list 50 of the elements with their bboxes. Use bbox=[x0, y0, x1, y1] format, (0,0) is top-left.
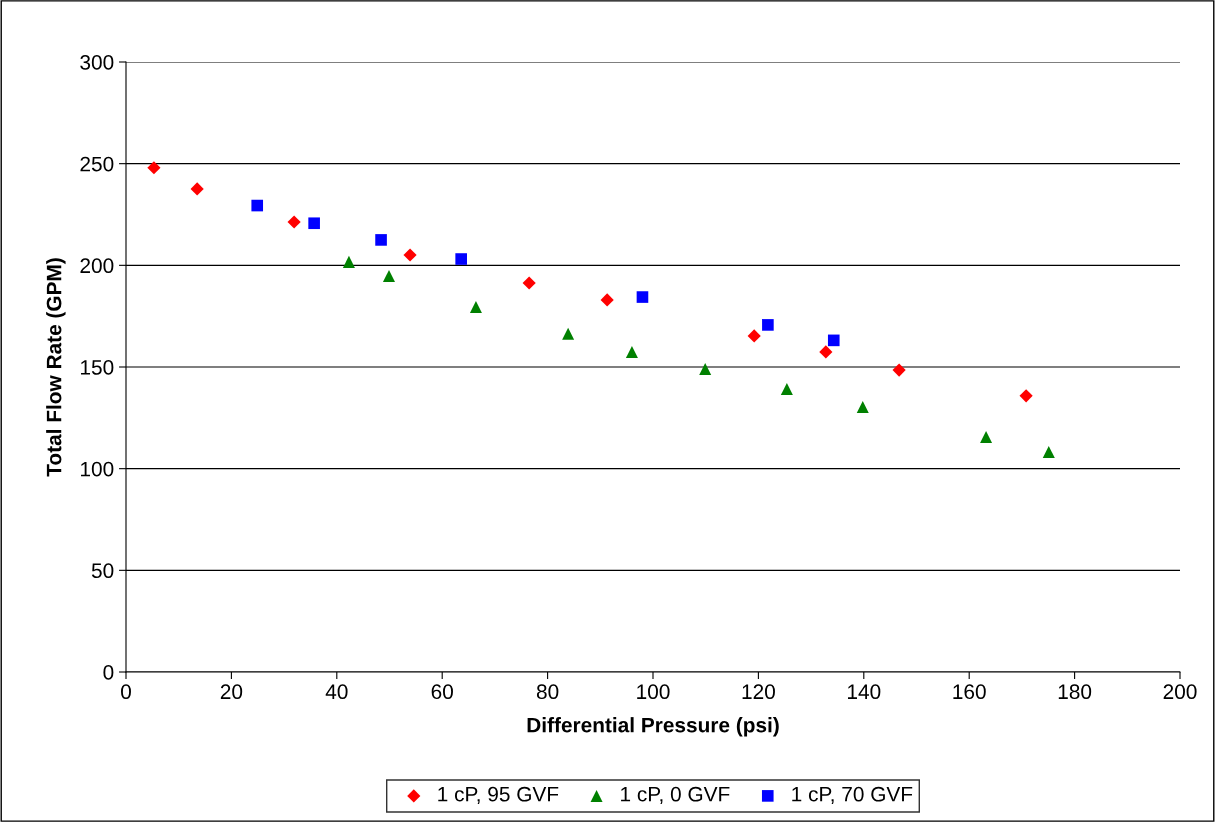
point bbox=[522, 276, 536, 290]
point bbox=[892, 363, 906, 377]
point bbox=[342, 255, 355, 268]
y-tick-label: 0 bbox=[103, 665, 114, 680]
point bbox=[251, 199, 264, 212]
point bbox=[980, 430, 993, 443]
x-axis-title: Differential Pressure (psi) bbox=[527, 717, 779, 737]
x-tick-label: 0 bbox=[121, 684, 131, 700]
point bbox=[455, 253, 467, 265]
y-tick-label: 200 bbox=[80, 258, 114, 274]
point bbox=[1019, 389, 1033, 403]
point bbox=[403, 248, 417, 262]
point bbox=[747, 329, 761, 343]
legend-label: 1 cP, 70 GVF bbox=[792, 786, 913, 805]
x-tick-label: 40 bbox=[325, 684, 348, 700]
y-tick-label: 50 bbox=[91, 563, 114, 579]
point bbox=[469, 301, 482, 314]
y-axis-title: Total Flow Rate (GPM) bbox=[46, 258, 66, 477]
x-tick-label: 160 bbox=[953, 684, 986, 700]
point bbox=[375, 234, 387, 246]
y-tick-label: 250 bbox=[80, 156, 114, 172]
point bbox=[780, 382, 793, 395]
x-tick-label: 100 bbox=[637, 684, 670, 700]
x-tick-label: 20 bbox=[220, 684, 243, 700]
x-tick-label: 140 bbox=[848, 684, 881, 700]
point bbox=[562, 327, 575, 340]
point bbox=[1042, 445, 1055, 459]
point bbox=[625, 345, 638, 358]
point bbox=[827, 334, 840, 347]
point bbox=[819, 345, 833, 359]
y-tick-label: 150 bbox=[81, 360, 114, 375]
point bbox=[762, 319, 774, 331]
x-tick-label: 120 bbox=[742, 684, 775, 700]
point bbox=[636, 291, 649, 303]
legend-label: 1 cP, 95 GVF bbox=[438, 786, 559, 805]
point bbox=[699, 363, 712, 376]
x-tick-label: 80 bbox=[536, 684, 559, 700]
point bbox=[308, 217, 320, 230]
point bbox=[147, 161, 161, 175]
y-tick-label: 300 bbox=[80, 55, 114, 70]
x-tick-label: 60 bbox=[431, 684, 453, 700]
x-tick-label: 180 bbox=[1058, 684, 1092, 700]
point bbox=[856, 401, 869, 414]
point bbox=[600, 293, 614, 307]
y-tick-label: 100 bbox=[81, 461, 114, 477]
point bbox=[382, 269, 395, 282]
x-tick-label: 200 bbox=[1163, 684, 1197, 700]
point bbox=[287, 215, 301, 229]
legend-label: 1 cP, 0 GVF bbox=[621, 786, 730, 805]
point bbox=[190, 182, 204, 196]
